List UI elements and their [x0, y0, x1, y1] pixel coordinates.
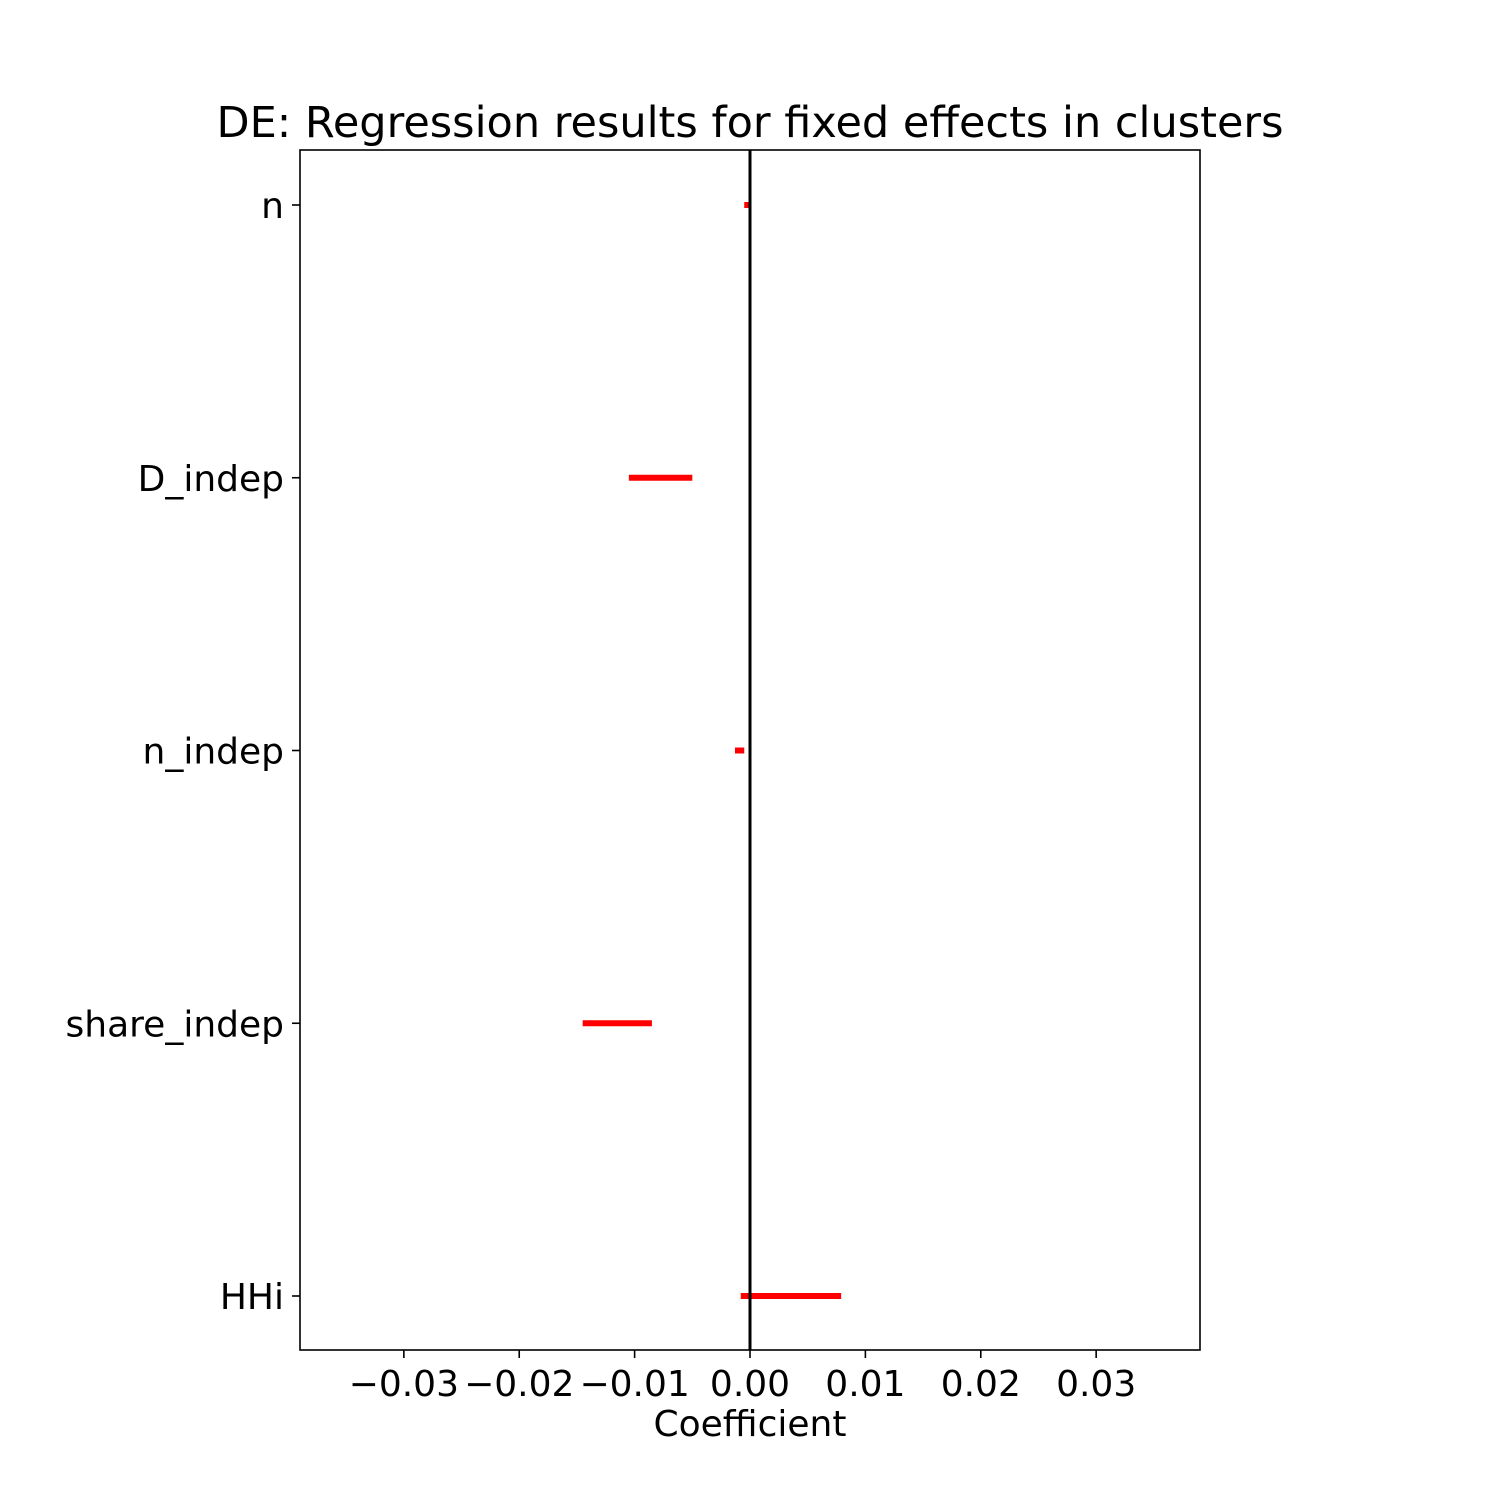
y-tick-label-share-indep: share_indep: [66, 1004, 284, 1045]
x-tick-label: 0.03: [1056, 1364, 1136, 1405]
y-tick-label-n-indep: n_indep: [143, 732, 285, 773]
x-tick-label: −0.02: [464, 1364, 574, 1405]
x-tick-label: −0.01: [579, 1364, 689, 1405]
x-tick-label: 0.00: [710, 1364, 790, 1405]
x-axis-label: Coefficient: [654, 1404, 847, 1445]
y-tick-label-n: n: [261, 186, 284, 227]
chart-title: DE: Regression results for fixed effects…: [216, 98, 1283, 148]
plot-area: −0.03 −0.02 −0.01 0.00 0.01 0.02 0.03 n D_indepn…: [66, 149, 1201, 1405]
x-tick-label: 0.02: [941, 1364, 1021, 1405]
y-tick-label-HHi: HHi: [220, 1277, 284, 1318]
x-tick-label: 0.01: [825, 1364, 905, 1405]
y-tick-label-D-indep: D_indep: [138, 459, 284, 500]
x-tick-label: −0.03: [349, 1364, 459, 1405]
